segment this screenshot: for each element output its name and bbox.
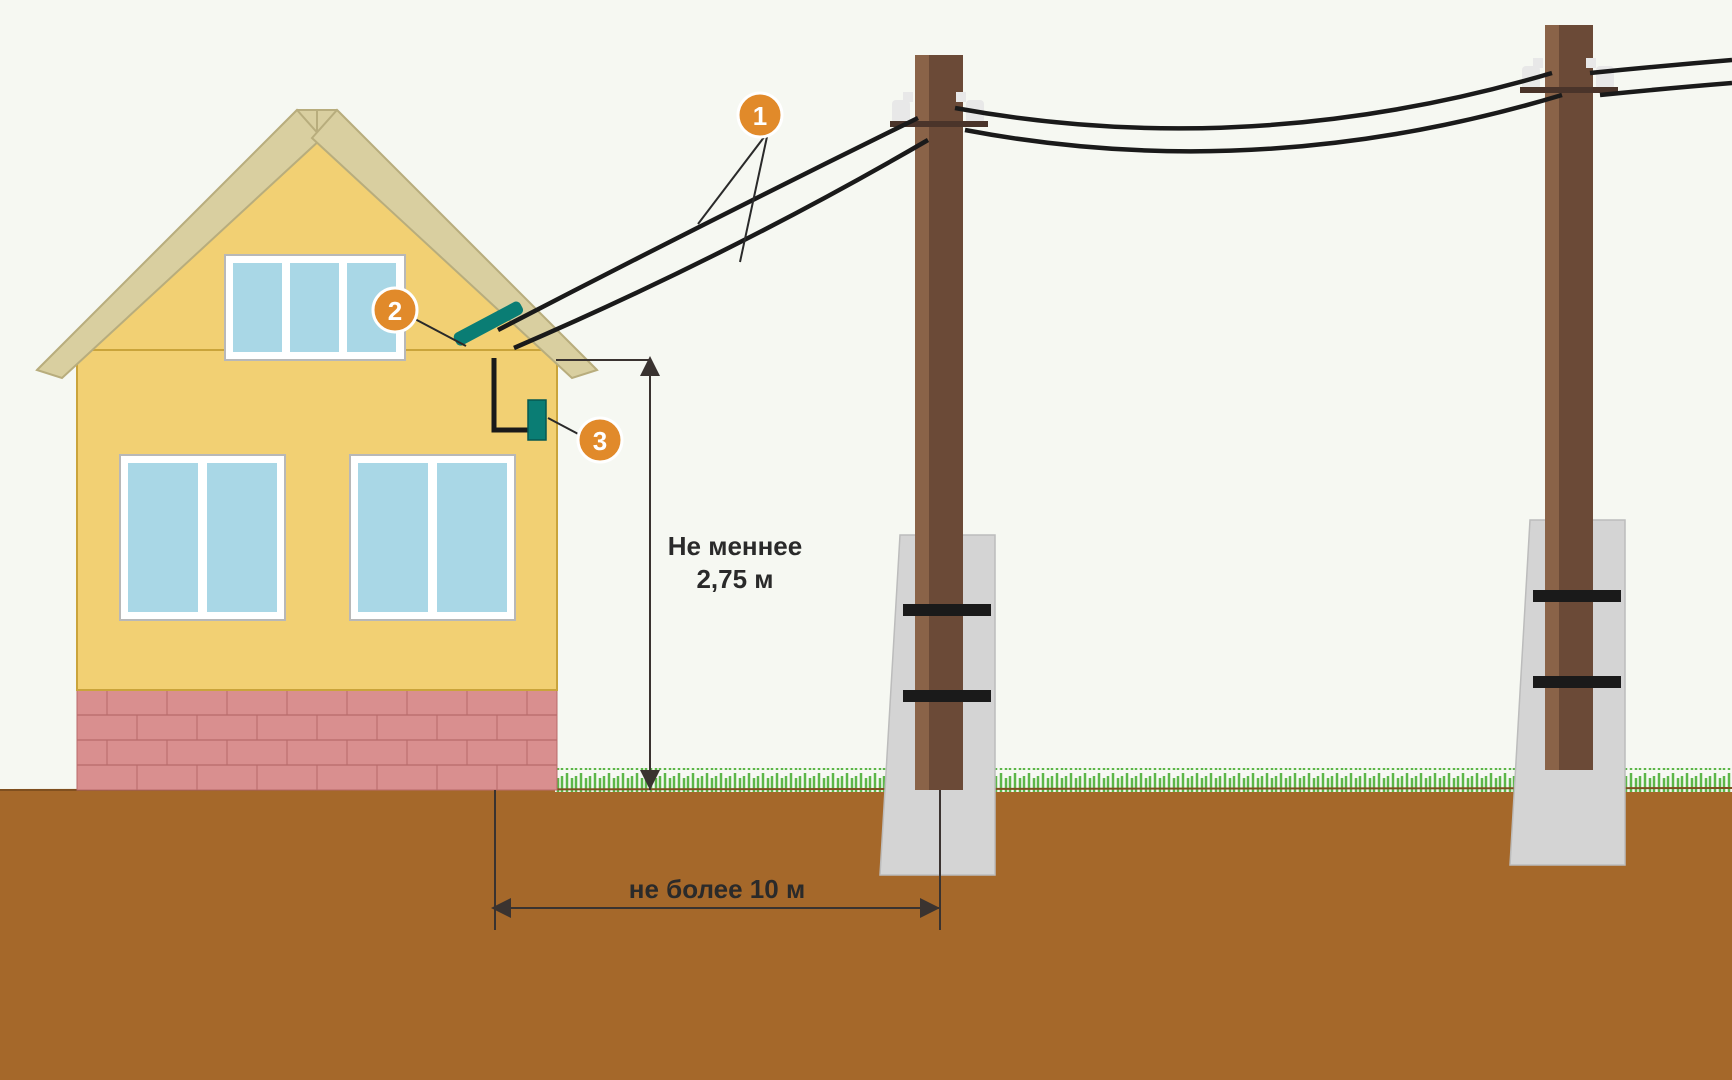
house-foundation xyxy=(77,690,557,790)
meter-box xyxy=(528,400,546,440)
callout-1-label: 1 xyxy=(753,101,767,131)
dim-horizontal-label: не более 10 м xyxy=(629,874,805,904)
dim-vertical-label-1: Не меннее xyxy=(668,531,802,561)
ground xyxy=(0,768,1732,1080)
callout-3-label: 3 xyxy=(593,426,607,456)
diagram-canvas: Не меннее 2,75 м не более 10 м 1 2 3 xyxy=(0,0,1732,1080)
callout-2-label: 2 xyxy=(388,296,402,326)
window-right xyxy=(350,455,515,620)
window-left xyxy=(120,455,285,620)
dim-vertical-label-2: 2,75 м xyxy=(696,564,773,594)
